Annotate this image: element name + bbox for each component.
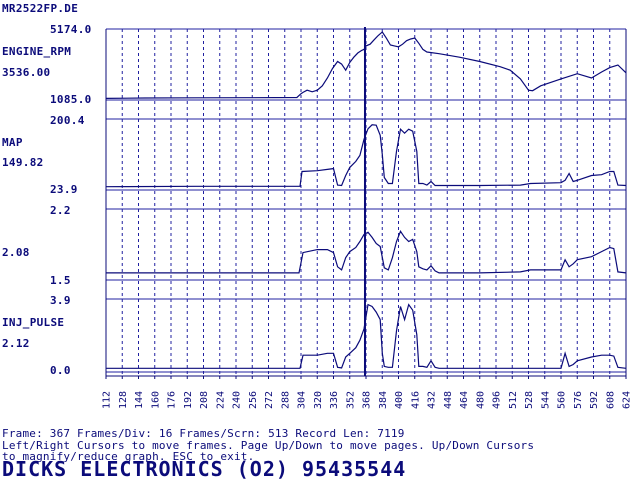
x-tick-label-432: 432	[427, 391, 438, 409]
x-tick-label-544: 544	[540, 391, 551, 409]
trace-panel-1	[105, 31, 627, 99]
x-tick-label-624: 624	[622, 391, 633, 409]
panel-4-max-label: 3.9	[50, 294, 71, 307]
x-tick-label-192: 192	[183, 391, 194, 409]
x-tick-label-480: 480	[475, 391, 486, 409]
x-tick-label-304: 304	[297, 391, 308, 409]
trace-panel-4	[106, 303, 627, 369]
panel-3-mid-label: 2.08	[2, 246, 30, 259]
panel-3-max-label: 2.2	[50, 204, 71, 217]
x-tick-label-512: 512	[508, 391, 519, 409]
panel-4-mid-label: 2.12	[2, 337, 30, 350]
panel-2-min-label: 23.9	[50, 183, 78, 196]
x-tick-label-320: 320	[313, 391, 324, 409]
panel-2-max-label: 200.4	[50, 114, 85, 127]
x-tick-label-176: 176	[167, 391, 178, 409]
x-tick-label-384: 384	[378, 391, 389, 409]
x-tick-label-448: 448	[443, 391, 454, 409]
status-help-line-1: Left/Right Cursors to move frames. Page …	[2, 439, 535, 452]
status-frame-info: Frame: 367 Frames/Div: 16 Frames/Scrn: 5…	[2, 427, 405, 440]
x-tick-label-608: 608	[605, 391, 616, 409]
status-help-line-2: to magnify/reduce graph. ESC to exit.	[2, 450, 255, 463]
x-tick-label-368: 368	[362, 391, 373, 409]
x-tick-label-240: 240	[232, 391, 243, 409]
x-tick-label-464: 464	[459, 391, 470, 409]
x-tick-label-128: 128	[118, 391, 129, 409]
panel-2-name: MAP	[2, 136, 23, 149]
x-tick-label-496: 496	[492, 391, 503, 409]
panel-1-max-label: 5174.0	[50, 23, 92, 36]
x-tick-label-352: 352	[345, 391, 356, 409]
x-tick-label-560: 560	[557, 391, 568, 409]
x-tick-label-272: 272	[264, 391, 275, 409]
x-tick-label-112: 112	[102, 391, 113, 409]
x-tick-label-160: 160	[150, 391, 161, 409]
panel-4-min-label: 0.0	[50, 364, 71, 377]
panel-1-name: ENGINE_RPM	[2, 45, 72, 58]
trace-panel-3	[106, 230, 627, 274]
x-tick-label-288: 288	[280, 391, 291, 409]
x-tick-label-400: 400	[394, 391, 405, 409]
x-tick-label-144: 144	[134, 391, 145, 409]
x-tick-label-336: 336	[329, 391, 340, 409]
trace-panel-2	[105, 124, 627, 188]
x-tick-label-208: 208	[199, 391, 210, 409]
x-tick-label-224: 224	[215, 391, 226, 409]
x-tick-label-256: 256	[248, 391, 259, 409]
brand-banner: DICKS ELECTRONICS (O2) 95435544	[2, 457, 407, 480]
x-tick-label-576: 576	[573, 391, 584, 409]
file-name: MR2522FP.DE	[2, 2, 79, 15]
panel-3-min-label: 1.5	[50, 274, 71, 287]
panel-1-mid-label: 3536.00	[2, 66, 51, 79]
x-tick-label-528: 528	[524, 391, 535, 409]
x-tick-label-416: 416	[410, 391, 421, 409]
panel-2-mid-label: 149.82	[2, 156, 44, 169]
x-tick-label-592: 592	[589, 391, 600, 409]
panel-4-name: INJ_PULSE	[2, 316, 65, 329]
panel-1-min-label: 1085.0	[50, 93, 92, 106]
